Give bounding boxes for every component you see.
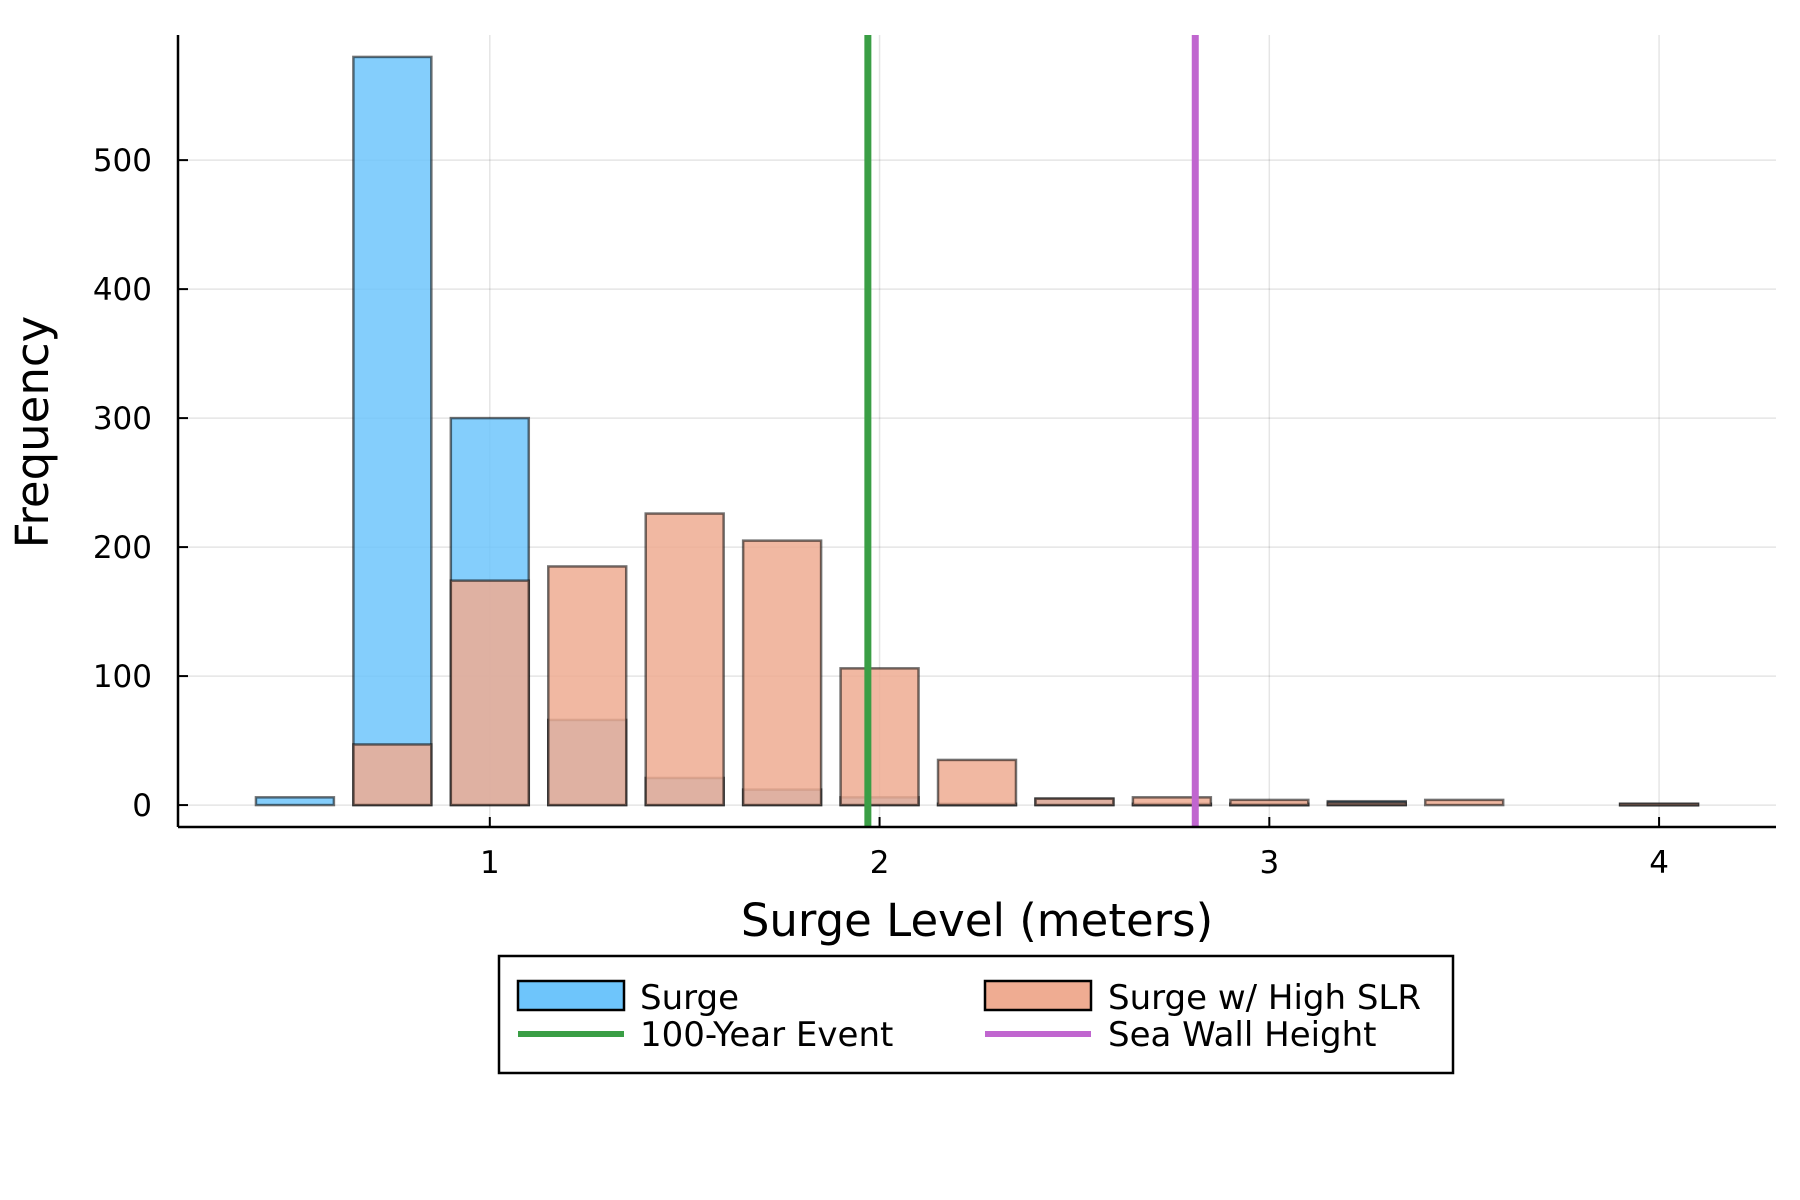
x-tick-label-1: 2 — [870, 845, 890, 881]
y-axis-title: Frequency — [6, 316, 59, 548]
y-tick-label-3: 300 — [93, 401, 152, 437]
legend-label-surge-high-slr: Surge w/ High SLR — [1108, 978, 1421, 1018]
legend-label-sea-wall-height: Sea Wall Height — [1108, 1015, 1377, 1055]
y-tick-label-1: 100 — [93, 659, 152, 695]
tick-labels: 1 2 3 4 0 100 200 300 400 500 — [93, 143, 1669, 881]
legend-label-100-year-event: 100-Year Event — [640, 1015, 893, 1055]
bar-surge-high-slr-11 — [1326, 801, 1407, 807]
x-tick-label-0: 1 — [480, 845, 500, 881]
y-tick-label-4: 400 — [93, 272, 152, 308]
bar-surge-high-slr-14 — [1618, 802, 1700, 807]
bar-surge-high-slr-3 — [547, 565, 628, 807]
bar-surge-high-slr-8 — [1034, 797, 1115, 807]
legend-label-surge: Surge — [640, 978, 739, 1018]
legend: Surge 100-Year Event Surge w/ High SLR S… — [497, 954, 1455, 1075]
x-tick-label-2: 3 — [1259, 845, 1279, 881]
bars — [254, 55, 1700, 807]
legend-swatch-surge-high-slr — [983, 979, 1093, 1012]
y-tick-label-5: 500 — [93, 143, 152, 179]
bar-surge-high-slr-2 — [449, 579, 531, 807]
bar-surge-high-slr-10 — [1229, 798, 1310, 807]
x-axis-title: Surge Level (meters) — [741, 894, 1213, 947]
bar-surge-high-slr-6 — [839, 667, 920, 807]
bar-surge-0 — [254, 796, 336, 807]
bar-surge-high-slr-9 — [1131, 796, 1213, 807]
bar-surge-high-slr-12 — [1423, 798, 1505, 807]
bar-surge-high-slr-4 — [644, 512, 725, 807]
legend-box — [497, 954, 1455, 1075]
x-tick-label-3: 4 — [1649, 845, 1669, 881]
legend-swatch-surge — [516, 979, 626, 1012]
bar-surge-high-slr-5 — [741, 539, 823, 807]
bar-surge-1 — [352, 55, 433, 807]
bar-surge-high-slr-7 — [936, 758, 1018, 807]
y-tick-label-0: 0 — [132, 788, 152, 824]
axes — [176, 35, 1776, 829]
reference-lines — [864, 35, 1199, 827]
y-tick-label-2: 200 — [93, 530, 152, 566]
bar-surge-high-slr-1 — [352, 743, 433, 807]
